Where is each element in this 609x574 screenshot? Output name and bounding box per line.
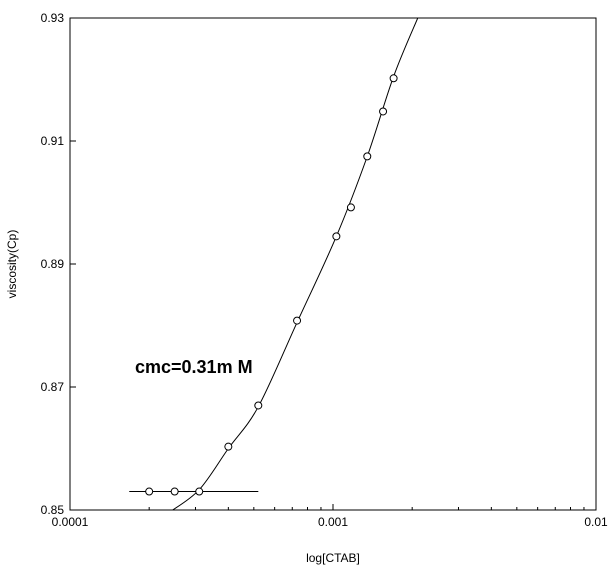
data-point [363,152,372,161]
y-tick-label: 0.89 [41,257,65,271]
x-tick-label: 0.0001 [52,515,89,529]
data-point [195,487,204,496]
data-point [389,74,398,83]
y-tick-label: 0.91 [41,134,65,148]
data-point [254,401,263,410]
x-tick-label: 0.01 [584,515,608,529]
y-tick-label: 0.93 [41,11,65,25]
rising-fit-curve [171,18,419,510]
x-tick-label: 0.001 [318,515,348,529]
y-tick-label: 0.87 [41,380,65,394]
cmc-annotation: cmc=0.31m M [135,357,253,377]
data-point [224,442,233,451]
plot-frame [69,17,597,511]
data-point [145,487,154,496]
data-point [293,316,302,325]
data-point [346,203,355,212]
data-point [379,107,388,116]
y-tick-label: 0.85 [41,503,65,517]
data-point [170,487,179,496]
x-axis-title: log[CTAB] [306,551,360,565]
y-axis-title: viscosity(Cp) [5,230,19,299]
data-point [332,232,341,241]
